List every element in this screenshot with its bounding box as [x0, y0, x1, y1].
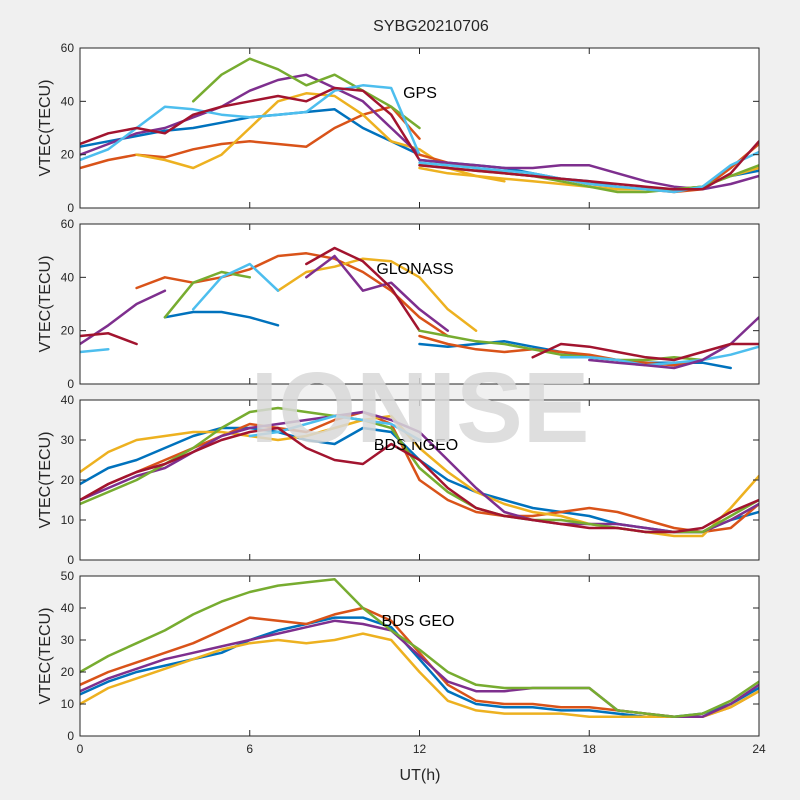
y-tick-label: 20	[61, 665, 75, 679]
series-line-6	[80, 86, 421, 162]
x-axis-label: UT(h)	[400, 767, 441, 784]
x-tick-label: 0	[77, 742, 84, 756]
series-group	[80, 577, 759, 719]
panel-0: 0 20 40 60 VTEC(TECU) GPS	[37, 41, 760, 215]
panel-label: GPS	[403, 85, 437, 102]
series-line-0	[163, 310, 280, 327]
x-tick-label: 12	[413, 742, 427, 756]
y-tick-label: 40	[61, 601, 75, 615]
series-line-13	[559, 345, 759, 367]
series-line-2	[276, 257, 478, 332]
y-tick-label: 40	[61, 270, 75, 284]
y-axis-label: VTEC(TECU)	[37, 256, 54, 353]
series-line-13	[418, 140, 759, 191]
series-line-9	[305, 246, 421, 332]
series-group	[80, 246, 759, 370]
y-tick-label: 0	[67, 377, 74, 391]
series-line-5	[248, 414, 421, 442]
series-line-4	[305, 254, 450, 332]
series-line-12	[418, 150, 759, 194]
series-group	[80, 57, 759, 194]
y-tick-label: 20	[61, 473, 75, 487]
y-tick-label: 40	[61, 393, 75, 407]
panel-label: BDS NGEO	[374, 437, 458, 454]
y-axis-label: VTEC(TECU)	[37, 432, 54, 529]
y-tick-label: 40	[61, 94, 75, 108]
panel-label: GLONASS	[376, 261, 453, 278]
y-tick-label: 0	[67, 729, 74, 743]
figure-title: SYBG20210706	[373, 18, 489, 35]
y-tick-label: 30	[61, 433, 75, 447]
x-tick-label: 6	[246, 742, 253, 756]
y-tick-label: 10	[61, 697, 75, 711]
y-tick-label: 60	[61, 217, 75, 231]
series-line-15	[531, 342, 759, 362]
y-tick-label: 10	[61, 513, 75, 527]
series-line-6	[80, 426, 759, 534]
series-line-3	[80, 73, 421, 156]
y-tick-label: 50	[61, 569, 75, 583]
panel-2: 0 10 20 30 40 VTEC(TECU) BDS NGEO	[37, 393, 760, 567]
series-line-8	[80, 332, 138, 346]
series-line-4	[80, 577, 759, 719]
panel-3: 0 10 20 30 40 50 0 6 12 18 24 VTEC(TECU) BDS GEO	[37, 569, 766, 756]
series-line-2	[80, 632, 759, 719]
x-tick-label: 24	[752, 742, 766, 756]
watermark: IONISE	[251, 352, 590, 464]
series-line-7	[191, 262, 280, 311]
series-group	[80, 406, 759, 538]
y-tick-label: 0	[67, 201, 74, 215]
x-tick-label: 18	[583, 742, 597, 756]
y-tick-label: 0	[67, 553, 74, 567]
series-line-4	[191, 57, 421, 130]
series-line-5	[163, 270, 252, 319]
y-tick-label: 20	[61, 324, 75, 338]
panel-1: 0 20 40 60 VTEC(TECU) GLONASS	[37, 217, 760, 391]
series-line-6	[80, 348, 110, 354]
y-tick-label: 60	[61, 41, 75, 55]
y-axis-label: VTEC(TECU)	[37, 80, 54, 177]
y-tick-label: 30	[61, 633, 75, 647]
y-tick-label: 20	[61, 148, 75, 162]
y-axis-label: VTEC(TECU)	[37, 608, 54, 705]
panel-label: BDS GEO	[382, 613, 455, 630]
